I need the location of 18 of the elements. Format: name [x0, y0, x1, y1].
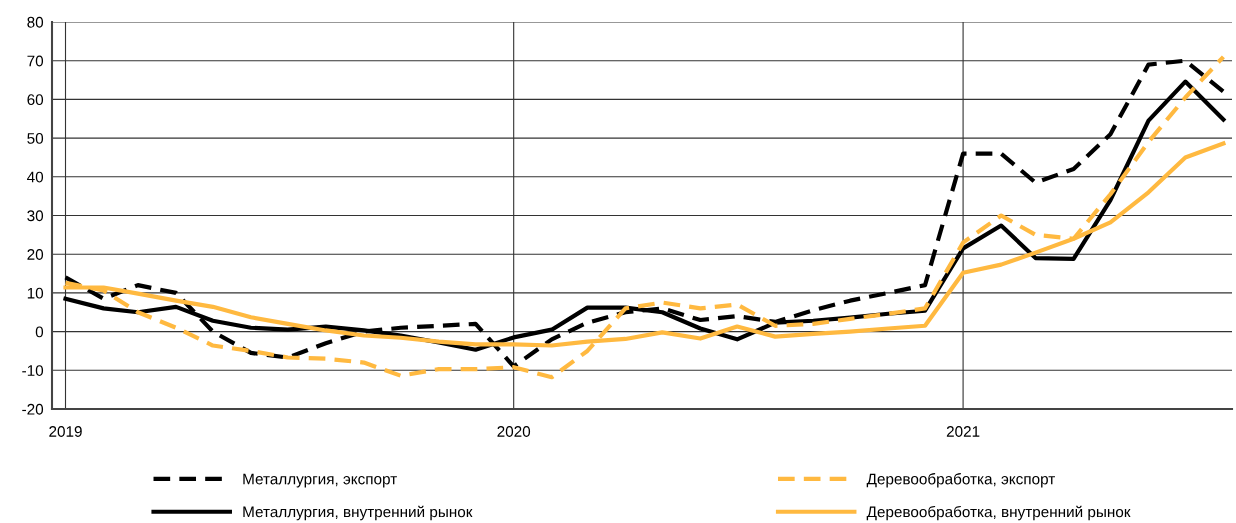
- y-tick-label: 70: [27, 55, 44, 67]
- y-tick-label: 80: [27, 16, 44, 28]
- x-tick-label: 2020: [497, 426, 531, 437]
- y-tick-label: 40: [27, 171, 44, 183]
- y-tick-label: 50: [27, 132, 44, 144]
- y-tick-label: 0: [35, 326, 44, 338]
- y-tick-label: 60: [27, 94, 44, 106]
- legend-label: Деревообработка, внутренний рынок: [866, 505, 1131, 521]
- y-tick-label: 20: [27, 249, 44, 260]
- y-tick-label: 10: [27, 287, 44, 299]
- y-tick-label: -10: [22, 365, 44, 376]
- legend-label: Металлургия, внутренний рынок: [243, 505, 473, 521]
- legend-label: Металлургия, экспорт: [243, 473, 397, 488]
- legend-label: Деревообработка, экспорт: [866, 473, 1055, 488]
- x-tick-label: 2021: [946, 426, 980, 437]
- y-tick-label: 30: [27, 210, 44, 222]
- x-tick-label: 2019: [49, 426, 82, 437]
- y-tick-label: -20: [22, 403, 44, 415]
